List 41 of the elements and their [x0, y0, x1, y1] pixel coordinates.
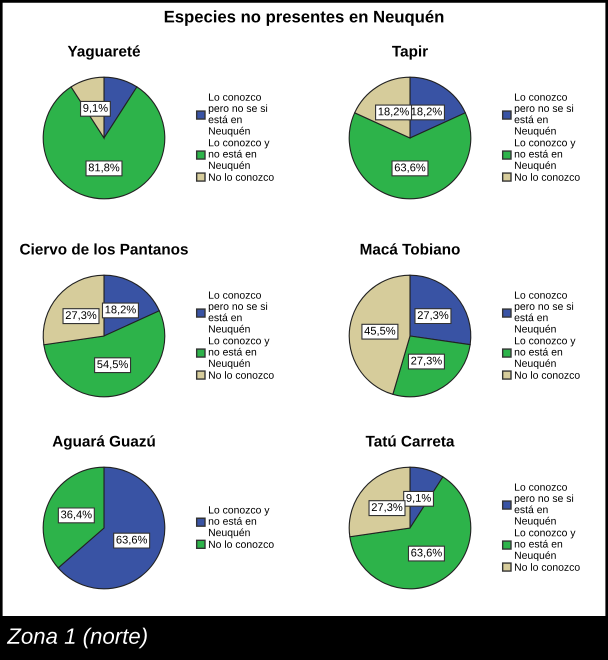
- chart-title: Tatú Carreta: [366, 435, 455, 447]
- legend-label: Lo conozco y no está en Neuquén: [208, 139, 270, 172]
- data-label: 18,2%: [378, 108, 409, 117]
- data-label: 27,3%: [418, 311, 448, 320]
- data-label: 63,6%: [394, 164, 426, 173]
- chart-title: Tapir: [392, 45, 428, 60]
- legend-label: No lo conozco: [208, 371, 274, 379]
- data-label: 63,6%: [411, 548, 442, 558]
- data-label: 18,2%: [106, 306, 136, 315]
- legend-label: Lo conozco y no está en Neuquén: [208, 506, 270, 538]
- legend-label: Lo conozco pero no se si está en Neuquén: [514, 292, 574, 335]
- data-label: 36,4%: [61, 510, 92, 520]
- legend-label: Lo conozco y no está en Neuquén: [208, 337, 270, 370]
- data-label: 9,1%: [406, 494, 431, 504]
- data-label: 9,1%: [83, 104, 108, 114]
- data-label: 18,2%: [412, 108, 442, 117]
- text: Especies no presentes en Neuquén: [164, 10, 444, 26]
- legend-label: No lo conozco: [514, 173, 580, 181]
- legend-label: Lo conozco y no está en Neuquén: [514, 529, 576, 562]
- legend-label: No lo conozco: [514, 371, 580, 379]
- legend-label: No lo conozco: [208, 173, 274, 181]
- legend-label: Lo conozco pero no se si está en Neuquén: [514, 484, 574, 527]
- text: Zona 1 (norte): [6, 628, 147, 648]
- legend-label: Lo conozco pero no se si está en Neuquén: [208, 292, 268, 335]
- legend-label: Lo conozco pero no se si está en Neuquén: [514, 94, 574, 137]
- chart-title: Macá Tobiano: [360, 243, 460, 255]
- chart-title: Yaguareté: [68, 45, 140, 60]
- data-label: 45,5%: [364, 326, 396, 336]
- data-label: 54,5%: [97, 360, 128, 370]
- chart-title: Ciervo de los Pantanos: [20, 243, 188, 255]
- chart-title: Aguará Guazú: [52, 435, 155, 450]
- data-label: 81,8%: [88, 164, 120, 173]
- data-label: 27,3%: [66, 311, 96, 320]
- legend-label: No lo conozco: [514, 563, 580, 571]
- legend-label: Lo conozco pero no se si está en Neuquén: [208, 94, 268, 137]
- data-label: 27,3%: [372, 503, 402, 512]
- data-label: 63,6%: [116, 536, 148, 545]
- legend-label: Lo conozco y no está en Neuquén: [514, 139, 576, 172]
- legend-label: No lo conozco: [208, 540, 274, 548]
- legend-label: Lo conozco y no está en Neuquén: [514, 337, 576, 370]
- data-label: 27,3%: [411, 356, 442, 366]
